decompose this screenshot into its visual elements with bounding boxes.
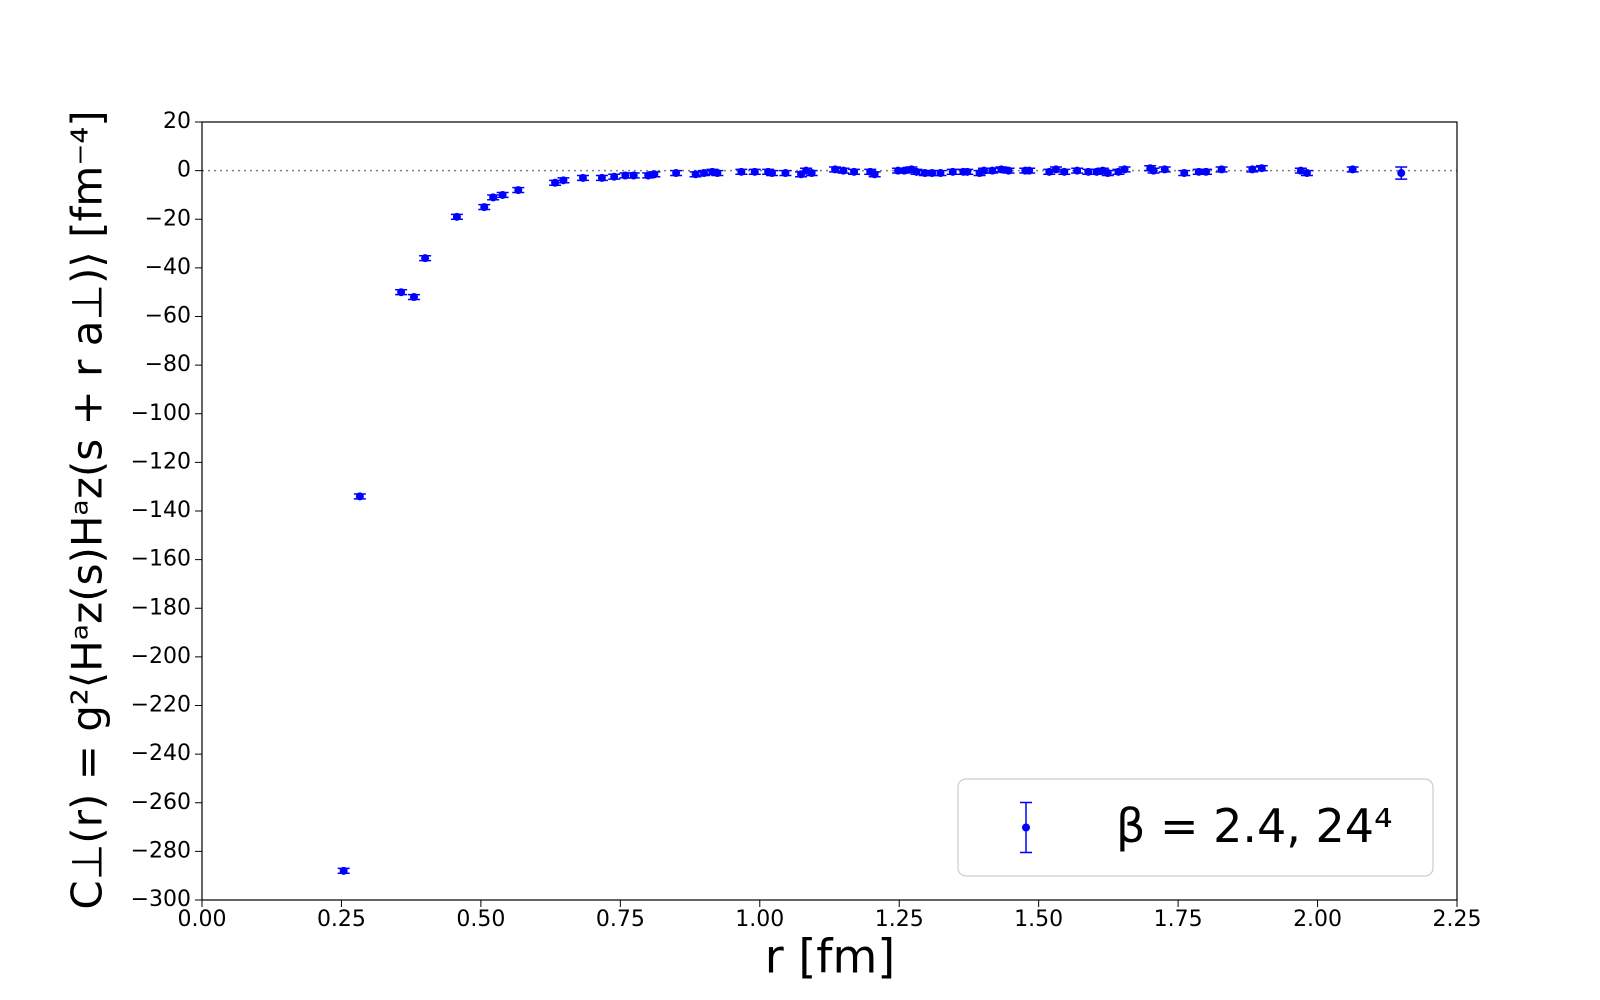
data-point <box>1397 169 1406 178</box>
data-point <box>1149 166 1158 175</box>
x-tick-label: 1.25 <box>875 907 924 932</box>
data-point <box>988 166 997 175</box>
data-point <box>621 171 630 180</box>
data-point <box>928 169 937 178</box>
data-point <box>1302 169 1311 178</box>
data-point <box>672 169 681 178</box>
y-axis-label: C⊥(r) = g²⟨Hᵃz(s)Hᵃz(s + r a⊥)⟩ [fm⁻⁴] <box>63 110 112 909</box>
y-tick-label: −100 <box>131 401 191 426</box>
y-tick-label: 0 <box>177 158 191 183</box>
data-point <box>489 193 498 202</box>
data-point <box>691 170 700 179</box>
data-point <box>514 186 523 195</box>
data-point <box>750 167 759 176</box>
data-point <box>1120 165 1129 174</box>
data-point <box>551 178 560 187</box>
data-point <box>1248 165 1257 174</box>
y-tick-label: −40 <box>145 255 191 280</box>
x-tick-label: 2.00 <box>1293 907 1342 932</box>
data-point <box>963 167 972 176</box>
data-point <box>1045 167 1054 176</box>
data-point <box>1004 166 1013 175</box>
data-point <box>1060 167 1069 176</box>
data-point <box>1348 165 1357 174</box>
data-point <box>1180 169 1189 178</box>
data-point <box>700 169 708 178</box>
data-point <box>1051 165 1060 174</box>
data-point <box>421 254 430 263</box>
data-point <box>781 169 790 178</box>
y-tick-label: −300 <box>131 887 191 912</box>
y-tick-label: −200 <box>131 644 191 669</box>
data-point <box>936 169 945 178</box>
data-point <box>997 165 1006 174</box>
data-point <box>839 166 848 175</box>
x-tick-label: 1.50 <box>1014 907 1063 932</box>
x-tick-label: 1.00 <box>735 907 784 932</box>
legend-box <box>957 778 1434 877</box>
plot-frame <box>201 121 1458 901</box>
x-tick-label: 0.00 <box>178 907 227 932</box>
x-tick-label: 0.25 <box>317 907 366 932</box>
data-point <box>768 169 777 178</box>
data-point <box>1084 167 1093 176</box>
x-tick-label: 1.75 <box>1154 907 1203 932</box>
y-tick-label: −80 <box>145 352 191 377</box>
x-axis-label: r [fm] <box>765 930 895 984</box>
data-point <box>452 212 461 221</box>
data-point <box>397 288 406 297</box>
data-point <box>1073 166 1082 175</box>
y-tick-label: −260 <box>131 790 191 815</box>
y-tick-label: −140 <box>131 498 191 523</box>
data-point <box>498 190 507 199</box>
data-point <box>948 167 957 176</box>
x-tick-label: 2.25 <box>1433 907 1482 932</box>
data-point <box>355 492 364 501</box>
data-point <box>1257 164 1266 173</box>
data-point <box>980 166 989 175</box>
legend-marker-dot <box>1022 823 1030 832</box>
data-point <box>831 165 840 174</box>
data-point <box>713 169 722 178</box>
y-tick-label: −160 <box>131 547 191 572</box>
y-tick-label: −240 <box>131 741 191 766</box>
data-point <box>912 167 921 176</box>
data-point <box>1202 167 1210 176</box>
data-point <box>1160 165 1169 174</box>
data-point <box>409 293 418 302</box>
data-point <box>1103 169 1112 178</box>
x-tick-label: 0.50 <box>456 907 505 932</box>
legend-label: β = 2.4, 24⁴ <box>1116 799 1393 853</box>
data-point <box>597 173 606 182</box>
data-point <box>578 173 587 182</box>
y-tick-label: −220 <box>131 693 191 718</box>
data-point <box>610 172 619 181</box>
data-point <box>644 171 653 180</box>
y-tick-label: −20 <box>145 206 191 231</box>
data-point <box>807 169 816 178</box>
data-point <box>480 203 489 212</box>
data-point <box>870 170 879 179</box>
data-point <box>900 166 909 175</box>
data-point <box>1092 167 1101 176</box>
data-point <box>1217 165 1226 174</box>
x-tick-label: 0.75 <box>596 907 645 932</box>
y-tick-label: −280 <box>131 838 191 863</box>
data-point <box>850 167 859 176</box>
data-point <box>559 176 568 185</box>
data-point <box>1296 166 1305 175</box>
data-point <box>1025 166 1034 175</box>
data-point <box>629 171 638 180</box>
data-point <box>737 167 746 176</box>
y-tick-label: 20 <box>163 109 191 134</box>
y-tick-label: −120 <box>131 449 191 474</box>
y-tick-label: −60 <box>145 304 191 329</box>
y-tick-label: −180 <box>131 595 191 620</box>
data-point <box>339 866 348 875</box>
data-point <box>650 170 659 179</box>
data-point <box>1114 167 1123 176</box>
